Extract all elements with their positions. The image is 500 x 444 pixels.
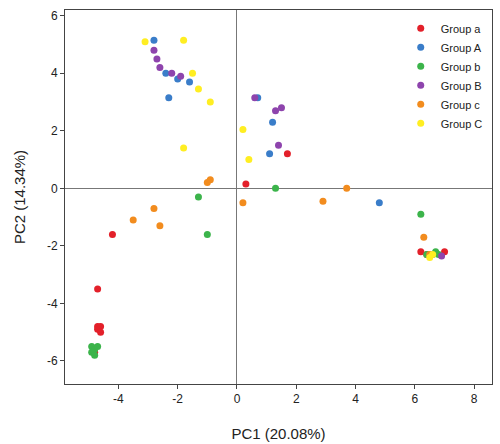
svg-text:Group A: Group A (441, 42, 482, 54)
svg-text:-4: -4 (47, 297, 58, 311)
svg-text:4: 4 (352, 392, 359, 406)
svg-text:PC1 (20.08%): PC1 (20.08%) (231, 425, 325, 442)
svg-text:-2: -2 (172, 392, 183, 406)
svg-text:6: 6 (51, 9, 58, 23)
svg-text:8: 8 (471, 392, 478, 406)
svg-text:-2: -2 (47, 239, 58, 253)
svg-text:Group c: Group c (441, 99, 481, 111)
svg-text:Group B: Group B (441, 80, 482, 92)
svg-text:Group a: Group a (441, 23, 482, 35)
svg-text:Group C: Group C (441, 118, 483, 130)
svg-text:4: 4 (51, 66, 58, 80)
svg-text:PC2 (14.34%): PC2 (14.34%) (11, 150, 28, 244)
svg-text:-6: -6 (47, 354, 58, 368)
svg-text:2: 2 (51, 124, 58, 138)
svg-text:0: 0 (51, 182, 58, 196)
svg-text:6: 6 (412, 392, 419, 406)
svg-text:2: 2 (293, 392, 300, 406)
svg-text:0: 0 (234, 392, 241, 406)
svg-text:Group b: Group b (441, 61, 481, 73)
svg-text:-4: -4 (113, 392, 124, 406)
